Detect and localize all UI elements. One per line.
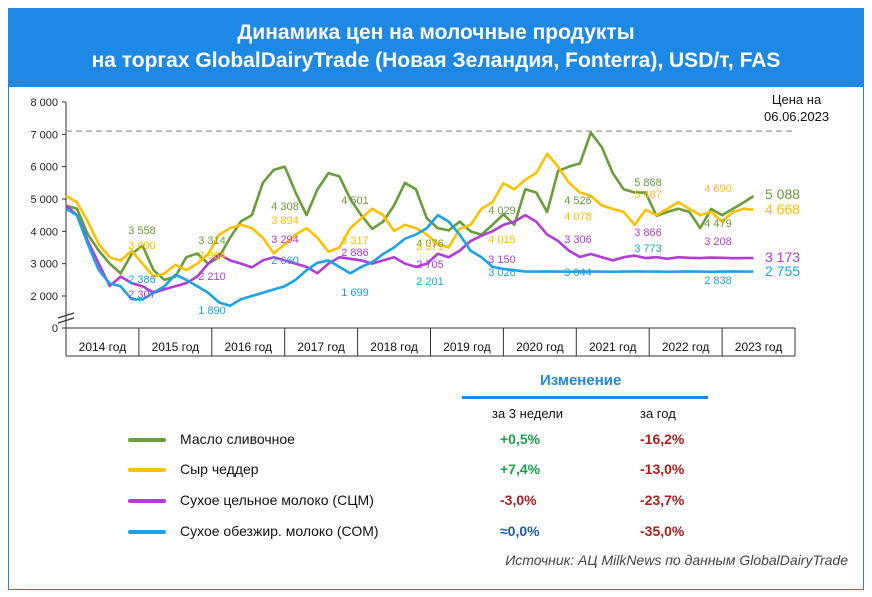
data-label: 3 314 (198, 235, 226, 247)
change-3-weeks: +0,5% (500, 431, 541, 447)
legend-swatch (128, 438, 166, 442)
data-label: 3 294 (271, 234, 299, 246)
y-tick-label: 8 000 (30, 97, 58, 109)
data-label: 3 208 (704, 236, 732, 248)
x-tick-label: 2023 год (735, 340, 783, 354)
x-tick-label: 2020 год (516, 340, 564, 354)
data-label: 3 150 (488, 254, 516, 266)
data-label: 2 201 (416, 276, 444, 288)
data-label: 3 317 (341, 235, 369, 247)
data-label: 4 526 (564, 195, 592, 207)
data-label: 2 307 (128, 289, 156, 301)
data-label: 3 306 (564, 234, 592, 246)
y-tick-label: 6 000 (30, 162, 58, 174)
price-date-note: Цена на 06.06.2023 (764, 91, 829, 125)
data-label: 2 210 (198, 271, 226, 283)
x-tick-label: 2016 год (224, 340, 272, 354)
data-label: 4 078 (564, 211, 592, 223)
chart-title: Динамика цен на молочные продукты на тор… (9, 9, 863, 87)
data-label: 3 026 (488, 267, 516, 279)
col-header-3-weeks: за 3 недели (492, 406, 563, 421)
y-tick-label: 0 (52, 323, 58, 335)
axis-break-mark (57, 317, 75, 324)
data-label: 2 838 (704, 275, 732, 287)
end-value-label: 2 755 (765, 263, 800, 279)
legend-label: Сыр чеддер (180, 461, 259, 477)
data-label: 5 487 (634, 189, 662, 201)
source-note: Источник: АЦ MilkNews по данным GlobalDa… (505, 552, 848, 568)
change-3-weeks: ≈0,0% (500, 523, 540, 539)
end-value-label: 5 088 (765, 186, 800, 202)
data-label: 4 690 (704, 183, 732, 195)
data-label: 2 964 (198, 250, 226, 262)
x-tick-label: 2022 год (662, 340, 710, 354)
x-tick-label: 2018 год (370, 340, 418, 354)
y-tick-label: 3 000 (30, 259, 58, 271)
x-tick-label: 2017 год (297, 340, 345, 354)
data-label: 1 699 (341, 287, 369, 299)
price-note-line-2: 06.06.2023 (764, 109, 830, 124)
y-tick-label: 4 000 (30, 226, 58, 238)
legend-swatch (128, 468, 166, 472)
axis-break-mark (57, 312, 75, 319)
series-line-cheddar (65, 152, 754, 278)
data-label: 3 044 (564, 267, 592, 279)
data-label: 3 866 (634, 227, 662, 239)
legend-label: Сухое цельное молоко (СЦМ) (180, 492, 374, 508)
y-tick-label: 5 000 (30, 194, 58, 206)
y-tick-label: 2 000 (30, 291, 58, 303)
data-label: 4 308 (271, 201, 299, 213)
change-year: -13,0% (640, 461, 685, 477)
change-heading: Изменение (540, 372, 622, 389)
legend-label: Масло сливочное (180, 431, 295, 447)
data-label: 4 015 (488, 234, 516, 246)
legend-swatch (128, 530, 166, 534)
data-label: 3 773 (634, 243, 662, 255)
legend-swatch (128, 499, 166, 503)
data-label: 1 890 (198, 305, 226, 317)
price-note-line-1: Цена на (771, 92, 822, 107)
data-label: 3 894 (271, 215, 299, 227)
data-label: 3 558 (128, 225, 156, 237)
data-label: 4 076 (416, 238, 444, 250)
change-year: -35,0% (640, 523, 685, 539)
title-line-2: на торгах GlobalDairyTrade (Новая Зеланд… (91, 49, 781, 72)
data-label: 3 371 (416, 241, 444, 253)
col-header-year: за год (640, 406, 676, 421)
data-label: 5 868 (634, 177, 662, 189)
series-line-wmp (65, 204, 754, 295)
legend-label: Сухое обезжир. молоко (СОМ) (180, 523, 379, 539)
end-value-label: 3 173 (765, 249, 800, 265)
x-tick-label: 2019 год (443, 340, 491, 354)
end-value-label: 4 668 (765, 201, 800, 217)
change-year: -23,7% (640, 492, 685, 508)
change-3-weeks: -3,0% (500, 492, 537, 508)
change-heading-rule (462, 396, 708, 399)
data-label: 4 479 (704, 218, 732, 230)
data-label: 2 705 (416, 259, 444, 271)
data-label: 2 386 (128, 274, 156, 286)
x-tick-label: 2014 год (79, 340, 127, 354)
data-label: 3 090 (128, 240, 156, 252)
data-label: 4 029 (488, 205, 516, 217)
change-3-weeks: +7,4% (500, 461, 541, 477)
title-line-1: Динамика цен на молочные продукты (237, 21, 635, 44)
x-tick-label: 2015 год (152, 340, 200, 354)
data-label: 4 501 (341, 195, 369, 207)
data-label: 2 660 (271, 255, 299, 267)
change-year: -16,2% (640, 431, 685, 447)
series-line-smp (65, 207, 754, 308)
data-label: 2 886 (341, 247, 369, 259)
y-tick-label: 7 000 (30, 129, 58, 141)
chart-frame (8, 8, 864, 590)
x-tick-label: 2021 год (589, 340, 637, 354)
